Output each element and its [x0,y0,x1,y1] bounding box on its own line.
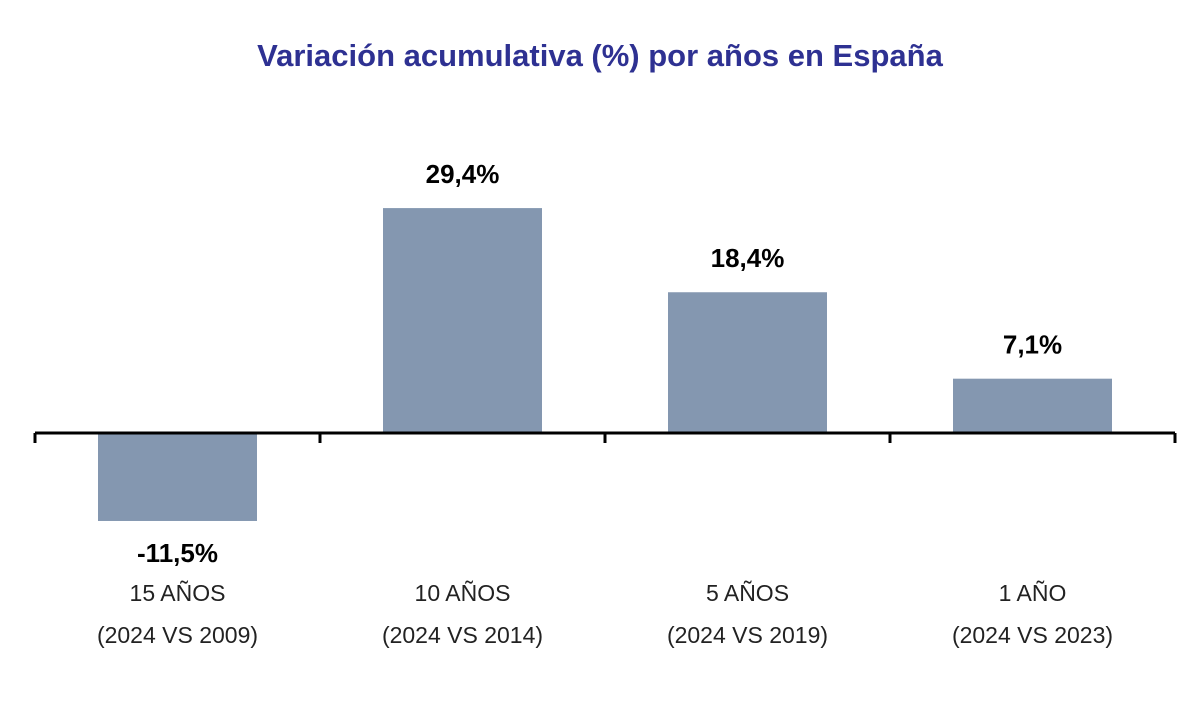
category-label: (2024 VS 2009) [97,622,258,648]
category-label: 1 AÑO [999,580,1067,606]
data-label: 29,4% [426,159,500,189]
category-label: 5 AÑOS [706,580,789,606]
bar [383,208,542,433]
bar [953,378,1112,433]
category-label: (2024 VS 2019) [667,622,828,648]
category-label: 10 AÑOS [415,580,511,606]
chart-title: Variación acumulativa (%) por años en Es… [257,38,943,73]
bar [98,433,257,521]
data-label: -11,5% [137,538,218,568]
category-label: (2024 VS 2014) [382,622,543,648]
data-label: 7,1% [1003,330,1062,360]
category-label: (2024 VS 2023) [952,622,1113,648]
bar [668,292,827,433]
data-label: 18,4% [711,243,785,273]
category-label: 15 AÑOS [130,580,226,606]
